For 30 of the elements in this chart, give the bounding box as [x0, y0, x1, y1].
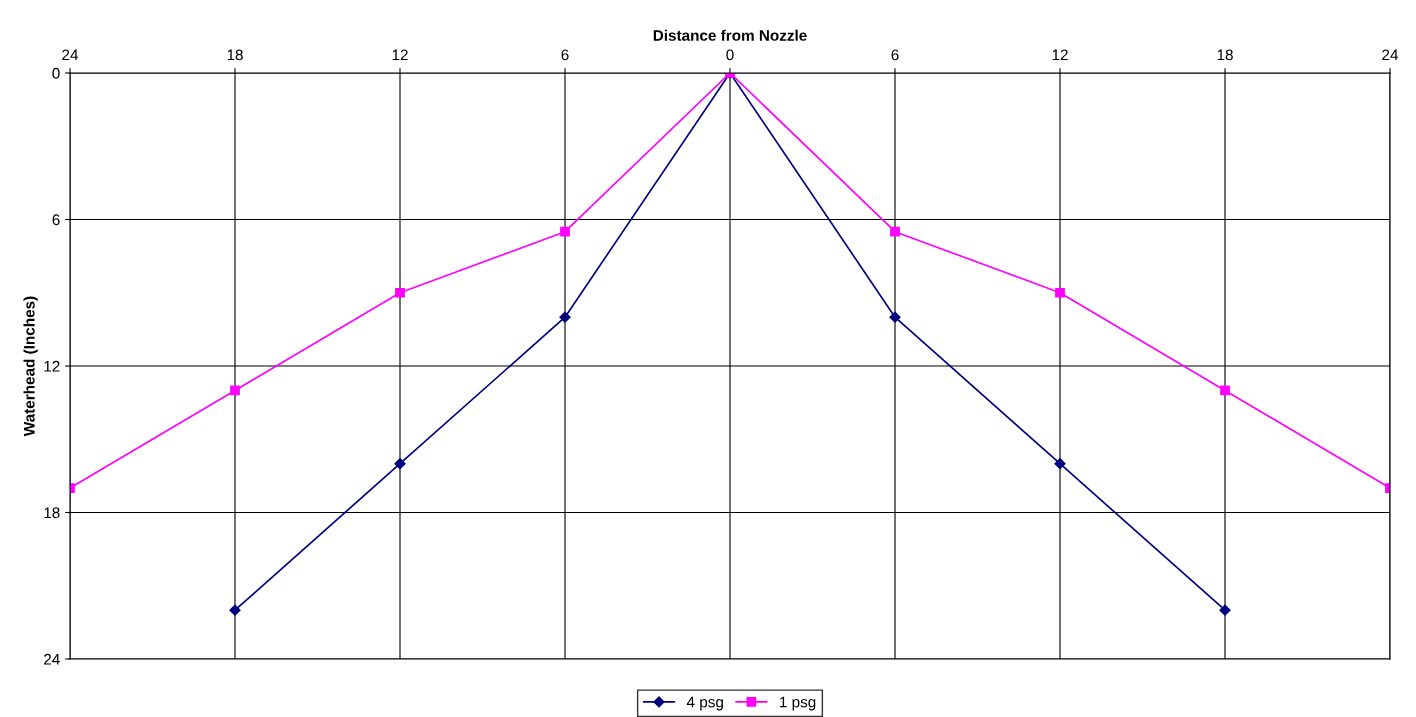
x-tick-label: 6 [891, 49, 899, 61]
point [559, 311, 571, 323]
point [395, 287, 405, 298]
point [394, 458, 406, 470]
point [890, 226, 900, 237]
x-tick-label: 24 [62, 49, 79, 61]
x-axis-title: Distance from Nozzle [653, 29, 807, 41]
y-tick-label: 24 [44, 653, 60, 665]
x-tick-label: 18 [1217, 49, 1233, 61]
y-tick-label: 18 [44, 507, 60, 519]
x-tick-label: 12 [1052, 49, 1068, 61]
x-tick-label: 6 [561, 49, 569, 61]
x-tick-label: 12 [392, 49, 408, 61]
point [889, 311, 901, 323]
point [560, 226, 570, 237]
x-tick-label: 18 [227, 49, 243, 61]
point [1054, 458, 1066, 470]
y-tick-label: 6 [52, 214, 60, 226]
x-tick-label: 0 [726, 49, 734, 61]
y-tick-label: 0 [52, 67, 60, 79]
legend-label: 4 psg [686, 696, 723, 711]
x-tick-label: 24 [1382, 49, 1399, 61]
point [230, 385, 240, 396]
point [1055, 287, 1065, 298]
y-tick-label: 12 [44, 360, 60, 372]
point [1219, 604, 1231, 616]
legend-label: 1 psg [780, 696, 816, 711]
point [229, 604, 241, 616]
point [1220, 385, 1230, 396]
y-axis-title: Waterhead (Inches) [23, 296, 38, 437]
